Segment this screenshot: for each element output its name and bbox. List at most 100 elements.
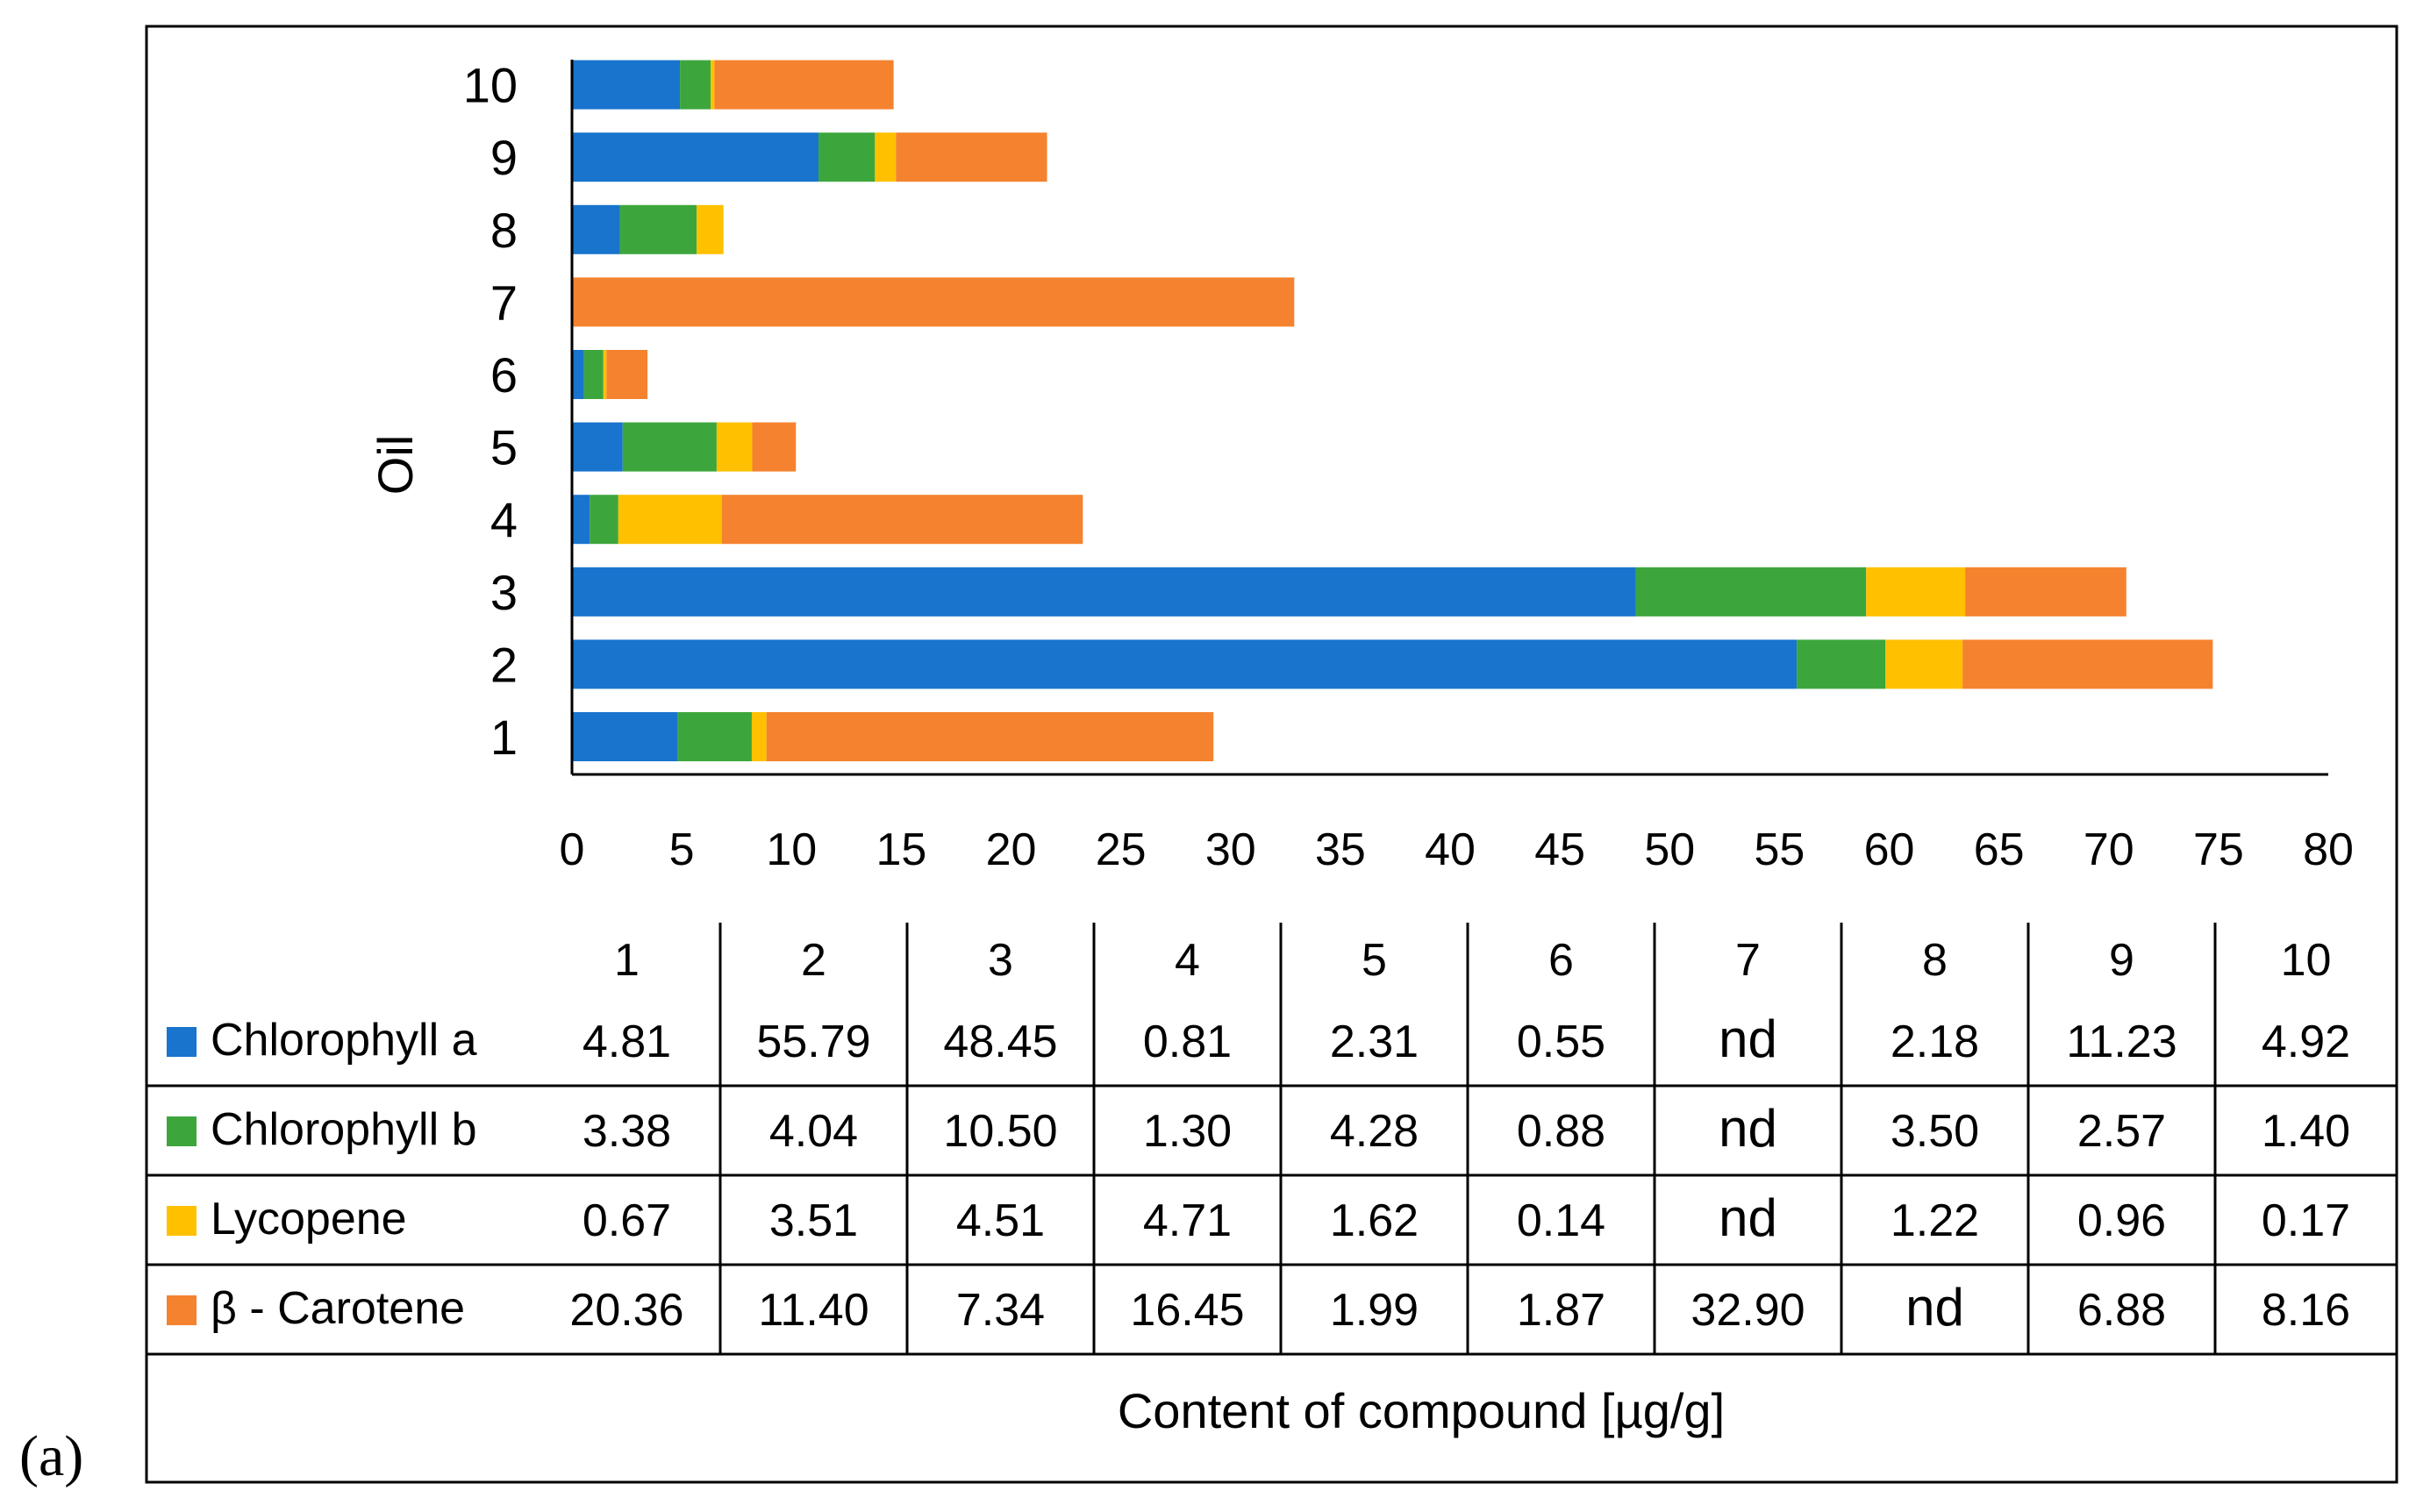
legend-label: Chlorophyll a [211, 1015, 477, 1066]
x-tick-label: 30 [1205, 824, 1256, 875]
bar-segment-oil-1-series-1 [572, 712, 678, 761]
bar-segment-oil-9-series-2 [818, 132, 876, 182]
bar-segment-oil-4-series-1 [572, 495, 590, 545]
y-tick-label: 3 [490, 565, 518, 620]
x-tick-label: 35 [1315, 824, 1366, 875]
table-value-cell: 2.31 [1330, 1016, 1419, 1067]
table-header-cell: 8 [1922, 935, 1948, 986]
bar-segment-oil-6-series-1 [572, 350, 584, 399]
legend-key [167, 1206, 197, 1236]
bars-layer [572, 60, 2213, 761]
bar-segment-oil-3-series-1 [572, 567, 1636, 617]
bar-segment-oil-3-series-3 [1866, 567, 1966, 617]
table-value-cell: 0.81 [1143, 1016, 1232, 1067]
bar-segment-oil-6-series-3 [603, 350, 607, 399]
table-value-cell: nd [1719, 1099, 1777, 1158]
legend-key [167, 1116, 197, 1146]
table-header-cell: 2 [801, 935, 826, 986]
bar-segment-oil-9-series-1 [572, 132, 819, 182]
bar-segment-oil-8-series-1 [572, 204, 620, 254]
table-header-cell: 9 [2109, 935, 2134, 986]
legend-key [167, 1295, 197, 1325]
table-value-cell: 4.28 [1330, 1106, 1419, 1157]
legend-key [167, 1027, 197, 1057]
table-value-cell: 16.45 [1130, 1285, 1244, 1336]
y-tick-label: 9 [490, 130, 518, 185]
bar-segment-oil-5-series-2 [622, 422, 717, 472]
table-value-cell: 1.87 [1517, 1285, 1605, 1336]
table-value-cell: 55.79 [756, 1016, 870, 1067]
y-axis-label: Oil [368, 435, 423, 495]
table-value-cell: 1.40 [2262, 1106, 2350, 1157]
bar-segment-oil-5-series-3 [716, 422, 753, 472]
bar-segment-oil-1-series-2 [677, 712, 752, 761]
bar-segment-oil-2-series-2 [1797, 639, 1886, 689]
x-tick-label: 0 [560, 824, 585, 875]
table-header-cell: 6 [1548, 935, 1574, 986]
panel-label: (a) [19, 1424, 83, 1488]
y-tick-label: 2 [490, 637, 518, 692]
bar-segment-oil-10-series-4 [714, 60, 894, 110]
table-value-cell: 1.99 [1330, 1285, 1419, 1336]
table-value-cell: 8.16 [2262, 1285, 2350, 1336]
x-tick-label: 40 [1425, 824, 1476, 875]
legend-label: β - Carotene [211, 1283, 465, 1334]
x-tick-label: 45 [1534, 824, 1585, 875]
table-value-cell: 0.67 [583, 1195, 671, 1246]
bar-segment-oil-8-series-2 [619, 204, 697, 254]
y-tick-label: 6 [490, 347, 518, 403]
table-value-cell: 0.55 [1517, 1016, 1605, 1067]
bar-segment-oil-3-series-4 [1965, 567, 2127, 617]
y-tick-label: 1 [490, 710, 518, 765]
table-value-cell: 11.40 [758, 1285, 868, 1336]
bar-segment-oil-2-series-1 [572, 639, 1798, 689]
table-value-cell: 1.62 [1330, 1195, 1419, 1246]
table-header-cell: 1 [614, 935, 640, 986]
x-tick-label: 55 [1754, 824, 1805, 875]
bar-segment-oil-1-series-3 [751, 712, 767, 761]
y-tick-label: 5 [490, 420, 518, 475]
bar-segment-oil-7-series-4 [572, 277, 1295, 327]
table-value-cell: 4.92 [2262, 1016, 2350, 1067]
bar-segment-oil-3-series-2 [1635, 567, 1867, 617]
table-header-cell: 4 [1175, 935, 1200, 986]
bar-segment-oil-10-series-1 [572, 60, 681, 110]
table-value-cell: nd [1719, 1188, 1777, 1247]
x-tick-label: 60 [1864, 824, 1915, 875]
table-value-cell: 3.38 [583, 1106, 671, 1157]
table-value-cell: 4.51 [956, 1195, 1045, 1246]
x-tick-label: 20 [986, 824, 1037, 875]
table-value-cell: 4.04 [769, 1106, 858, 1157]
bar-segment-oil-2-series-3 [1885, 639, 1963, 689]
table-value-cell: 7.34 [956, 1285, 1045, 1336]
x-tick-label: 25 [1096, 824, 1147, 875]
x-tick-label: 65 [1974, 824, 2025, 875]
bar-segment-oil-8-series-3 [697, 204, 724, 254]
table-header-cell: 3 [988, 935, 1013, 986]
bar-segment-oil-4-series-2 [590, 495, 618, 545]
table-value-cell: 0.96 [2077, 1195, 2166, 1246]
table-value-cell: 11.23 [2066, 1016, 2177, 1067]
y-tick-label: 10 [463, 58, 518, 113]
y-tick-label: 7 [490, 275, 518, 330]
bar-segment-oil-6-series-2 [583, 350, 604, 399]
bar-segment-oil-9-series-4 [896, 132, 1047, 182]
x-tick-label: 80 [2303, 824, 2354, 875]
bar-segment-oil-5-series-1 [572, 422, 623, 472]
table-value-cell: nd [1905, 1278, 1964, 1337]
table-value-cell: 32.90 [1690, 1285, 1805, 1336]
table-value-cell: 0.88 [1517, 1106, 1605, 1157]
x-tick-label: 15 [876, 824, 926, 875]
x-tick-label: 75 [2193, 824, 2244, 875]
table-header-cell: 7 [1735, 935, 1761, 986]
table-value-cell: 10.50 [943, 1106, 1057, 1157]
bar-segment-oil-4-series-4 [721, 495, 1083, 545]
bar-segment-oil-10-series-3 [711, 60, 715, 110]
bar-segment-oil-9-series-3 [875, 132, 897, 182]
legend-label: Chlorophyll b [211, 1104, 477, 1155]
table-value-cell: 3.51 [769, 1195, 858, 1246]
table-header-cell: 10 [2281, 935, 2332, 986]
table-value-cell: 3.50 [1891, 1106, 1979, 1157]
